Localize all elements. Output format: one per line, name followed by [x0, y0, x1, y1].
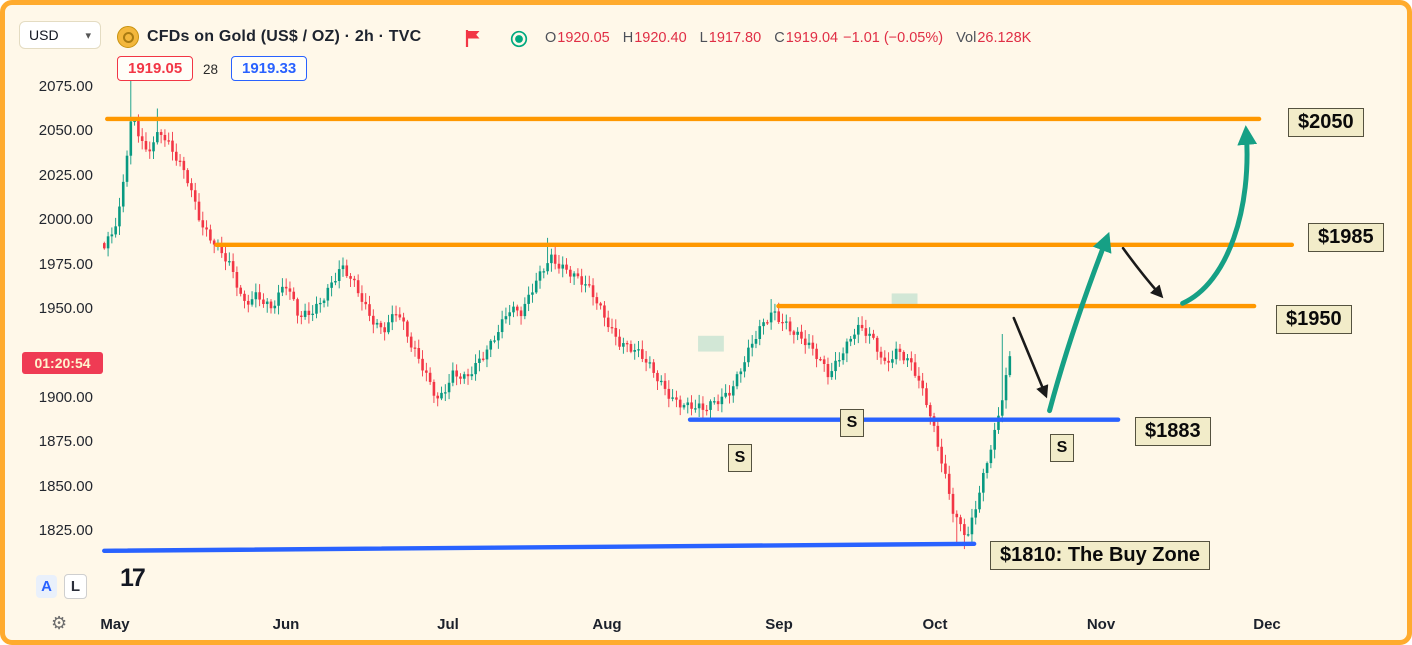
gold-coin-icon[interactable]: [117, 26, 139, 48]
projection-arrow[interactable]: [1180, 125, 1258, 306]
price-level-label[interactable]: $1950: [1276, 305, 1352, 334]
support-marker[interactable]: S: [1050, 434, 1074, 462]
x-axis-label: May: [100, 616, 130, 633]
bar-close-timer: 01:20:54: [22, 352, 103, 374]
ohlc-low-value: 1917.80: [708, 30, 762, 46]
price-axis[interactable]: 2075.00 2050.00 2025.00 2000.00 1975.00 1950.…: [25, 5, 93, 640]
x-axis-label: Dec: [1253, 616, 1281, 633]
x-axis-label: Oct: [922, 616, 948, 633]
gear-icon[interactable]: ⚙: [51, 613, 68, 633]
auto-scale-button[interactable]: A: [36, 575, 57, 598]
ohlc-low-label: L: [699, 30, 708, 46]
price-level-label[interactable]: $1985: [1308, 223, 1384, 252]
pullback-arrow[interactable]: [1121, 246, 1164, 299]
y-axis-label: 1900.00: [38, 388, 93, 406]
y-axis-label: 1975.00: [38, 255, 93, 273]
bid-price[interactable]: 1919.05: [117, 56, 194, 81]
ohlc-close-value: 1919.04: [785, 30, 839, 46]
volume-label: Vol: [956, 30, 977, 46]
y-axis-label: 1850.00: [38, 477, 93, 495]
ohlc-high-label: H: [622, 30, 634, 46]
currency-dropdown[interactable]: USD ▾: [19, 21, 101, 49]
x-axis-label: Sep: [765, 616, 793, 633]
currency-value: USD: [29, 27, 59, 43]
log-scale-button[interactable]: L: [64, 574, 87, 599]
pullback-arrow[interactable]: [1012, 316, 1049, 399]
y-axis-label: 2050.00: [38, 122, 93, 140]
y-axis-label: 2075.00: [38, 78, 93, 95]
y-axis-label: 2000.00: [38, 211, 93, 229]
y-axis-label: 1950.00: [38, 300, 93, 317]
flag-icon[interactable]: [465, 29, 481, 48]
drawing-overlay: $2050 $1985 $1950 $1883 $1810: The Buy Zone S…: [5, 5, 1407, 640]
support-marker[interactable]: S: [840, 409, 864, 437]
symbol-title[interactable]: CFDs on Gold (US$ / OZ) · 2h · TVC: [147, 28, 422, 45]
y-axis-label: 2025.00: [38, 166, 93, 184]
candlestick-series: [103, 71, 1012, 550]
bar-countdown: 28: [203, 62, 219, 77]
y-axis-label: 1875.00: [38, 433, 93, 451]
projection-arrow[interactable]: [1047, 231, 1112, 414]
flag-banner: [468, 31, 480, 39]
x-axis-label: Aug: [592, 616, 622, 633]
ohlc-open-value: 1920.05: [557, 30, 610, 46]
ohlc-high-value: 1920.40: [634, 30, 687, 46]
ohlc-close-label: C: [774, 30, 785, 46]
highlight-box: [698, 335, 724, 352]
price-change: −1.01 (−0.05%): [843, 30, 944, 46]
highlight-box: [891, 293, 918, 308]
y-axis-label: 1825.00: [38, 522, 93, 539]
time-axis[interactable]: May Jun Jul Aug Sep Oct Nov Dec: [5, 616, 1407, 640]
support-marker[interactable]: S: [728, 444, 752, 472]
price-level-label[interactable]: $1883: [1135, 417, 1211, 446]
status-ring: [510, 30, 528, 48]
price-level-label[interactable]: $2050: [1288, 108, 1364, 137]
tradingview-logo[interactable]: 17: [120, 564, 146, 592]
ohlc-open-label: O: [545, 30, 557, 46]
market-status-icon[interactable]: [510, 30, 528, 48]
chevron-down-icon: ▾: [85, 29, 91, 42]
coin-emblem: [122, 31, 134, 43]
price-chart[interactable]: [5, 5, 1407, 640]
volume-value: 26.128K: [977, 30, 1032, 46]
x-axis-label: Nov: [1086, 616, 1116, 633]
ohlc-readout: O1920.05 H1920.40 L1917.80 C1919.04 −1.0…: [545, 30, 1031, 46]
price-level-line[interactable]: [102, 541, 977, 554]
ask-price[interactable]: 1919.33: [231, 56, 308, 81]
x-axis-label: Jul: [437, 616, 459, 633]
status-core: [515, 35, 523, 43]
x-axis-label: Jun: [272, 616, 300, 633]
price-level-label[interactable]: $1810: The Buy Zone: [990, 541, 1211, 570]
